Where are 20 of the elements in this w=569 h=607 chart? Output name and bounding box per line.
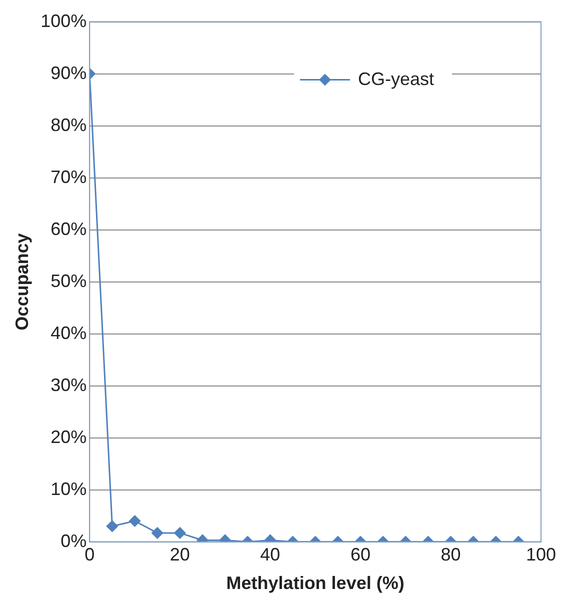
y-axis-title: Occupancy	[12, 233, 32, 330]
y-tick-label: 30%	[50, 374, 87, 395]
x-tick-label: 20	[170, 544, 190, 565]
y-tick-label: 100%	[40, 10, 87, 31]
y-tick-label: 90%	[50, 62, 87, 83]
y-tick-label: 40%	[50, 322, 87, 343]
x-tick-label: 80	[440, 544, 461, 565]
x-tick-label: 100	[526, 544, 556, 565]
y-tick-label: 10%	[50, 478, 87, 499]
y-tick-label: 20%	[50, 426, 87, 447]
x-axis-title: Methylation level (%)	[226, 573, 404, 594]
legend-label: CG-yeast	[358, 68, 434, 89]
y-tick-label: 50%	[50, 270, 87, 291]
y-tick-label: 60%	[50, 218, 87, 239]
x-tick-label: 40	[260, 544, 280, 565]
x-tick-label: 60	[350, 544, 370, 565]
y-tick-label: 0%	[60, 530, 87, 551]
y-tick-label: 80%	[50, 114, 87, 135]
y-tick-label: 70%	[50, 166, 87, 187]
x-tick-label: 0	[84, 544, 95, 565]
